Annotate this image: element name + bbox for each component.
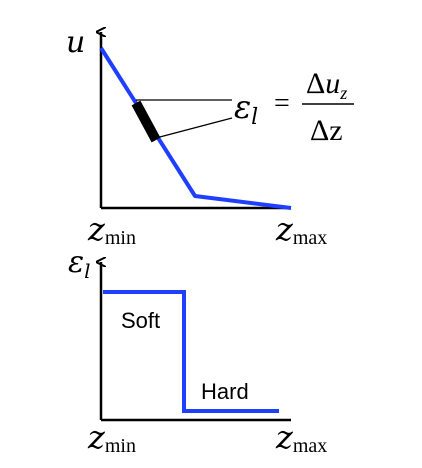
top-x-min-label: zmin (87, 210, 136, 249)
bottom-x-max-label: zmax (275, 418, 327, 457)
equation-equals: = (274, 88, 290, 119)
bottom-plot: εl Soft Hard zmin zmax (68, 245, 327, 457)
top-displacement-line (99, 46, 292, 210)
equation-lhs: εl (234, 88, 258, 130)
top-x-max-label: zmax (275, 210, 327, 249)
bottom-strain-step-line (103, 290, 279, 413)
top-y-axis-label: u (66, 25, 85, 60)
soft-label: Soft (121, 308, 160, 333)
hard-label: Hard (201, 379, 249, 404)
bottom-x-min-label: zmin (87, 418, 136, 457)
strain-equation: εl = Δuz Δz (234, 67, 354, 147)
pointer-line-lower (155, 117, 233, 139)
top-plot: u zmin zmax εl = Δuz Δz (66, 25, 354, 249)
equation-numerator: Δuz (306, 67, 347, 103)
bottom-y-axis-label: εl (68, 245, 91, 283)
strain-segment (131, 100, 161, 143)
equation-denominator: Δz (310, 114, 343, 147)
